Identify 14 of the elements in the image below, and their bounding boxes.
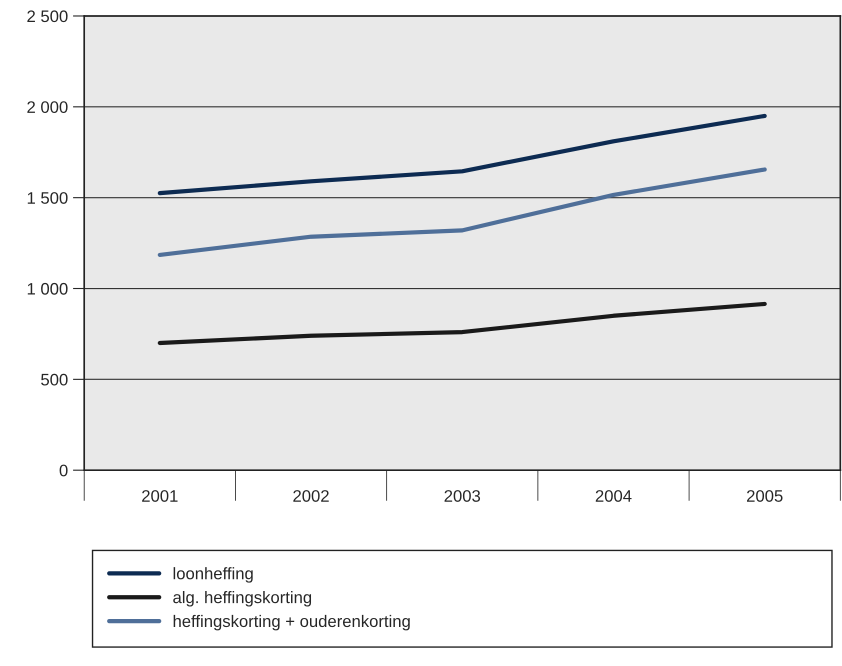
- x-tick-label: 2001: [142, 490, 178, 502]
- y-tick-label: 0: [60, 464, 68, 476]
- y-tick-label: 1 000: [28, 282, 68, 295]
- legend-label: alg. heffingskorting: [173, 590, 312, 607]
- y-tick-label: 2 500: [27, 10, 68, 22]
- x-tick-label: 2002: [293, 490, 329, 502]
- x-tick-label: 2005: [747, 490, 783, 502]
- y-tick-label: 1 500: [28, 192, 68, 204]
- x-tick-label: 2003: [444, 490, 480, 502]
- legend-label: heffingskorting + ouderenkorting: [174, 614, 410, 630]
- y-tick-label: 500: [41, 374, 68, 386]
- x-tick-label: 2004: [596, 490, 632, 502]
- legend-label: loonheffing: [174, 567, 253, 583]
- y-tick-label: 2 000: [27, 101, 68, 114]
